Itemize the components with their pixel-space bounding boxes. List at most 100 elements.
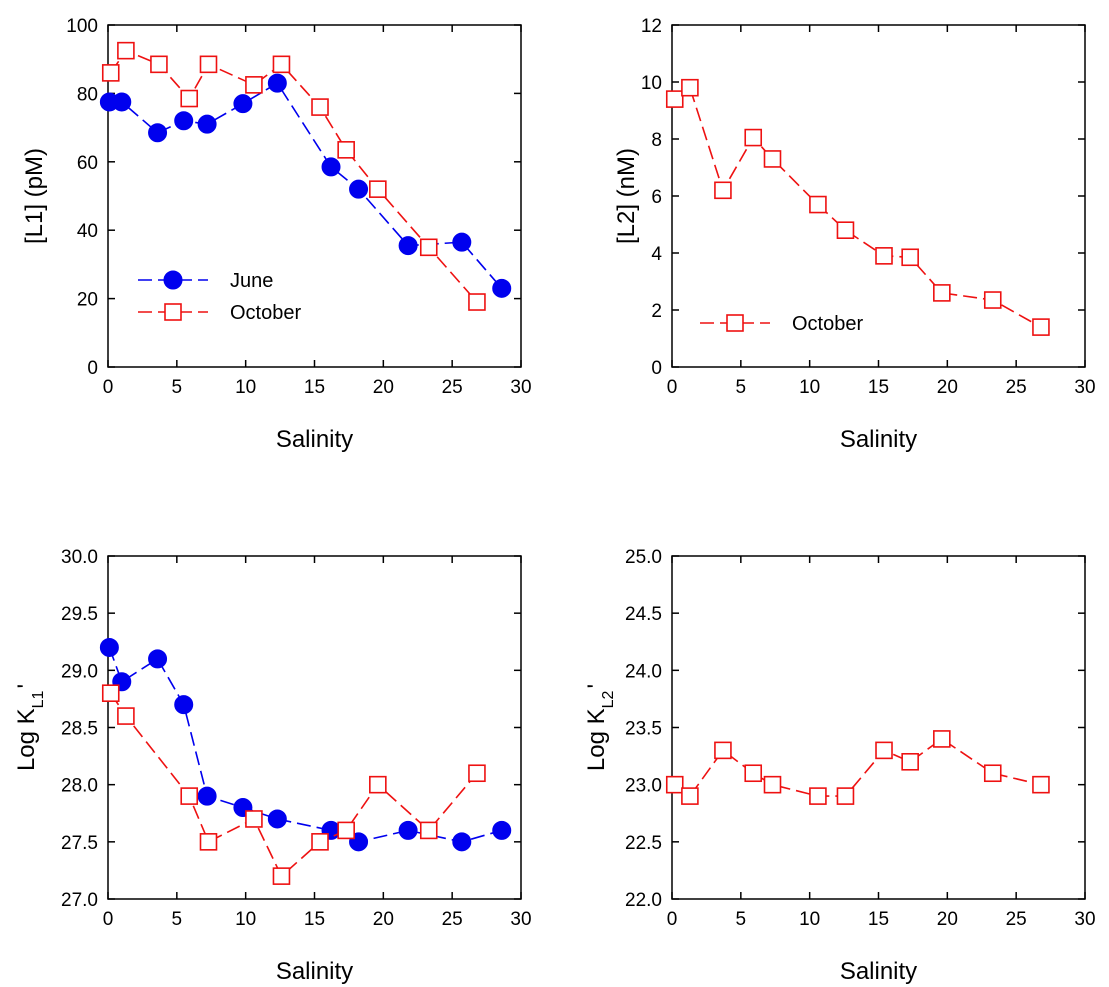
data-point <box>983 764 1002 783</box>
y-axis-label-prime: ' <box>13 684 40 689</box>
x-tick-label: 20 <box>937 377 958 398</box>
y-axis-label-subscript: L1 <box>30 690 47 708</box>
y-tick-label: 4 <box>651 244 662 265</box>
x-tick-label: 5 <box>736 909 747 930</box>
y-tick-label: 25.0 <box>625 547 662 568</box>
data-point <box>875 247 893 265</box>
x-tick-label: 15 <box>868 377 889 398</box>
data-point <box>112 92 132 112</box>
x-tick-label: 5 <box>736 377 747 398</box>
chart-panel-l2: 0 5 10 15 20 25 30 0 2 4 6 8 10 12 Salinity [L2] (nM) Oc… <box>613 16 1096 453</box>
y-tick-label: 23.5 <box>625 719 662 740</box>
series-line <box>110 49 478 303</box>
y-tick-label: 8 <box>651 130 662 151</box>
x-tick-label: 5 <box>172 377 183 398</box>
data-point <box>452 832 472 852</box>
data-point <box>468 293 486 311</box>
y-tick-label: 0 <box>651 358 662 379</box>
data-point <box>233 94 253 114</box>
data-point <box>245 810 263 828</box>
x-axis-label: Salinity <box>276 958 353 985</box>
data-point <box>117 41 135 60</box>
data-point <box>492 820 512 840</box>
y-tick-label: 40 <box>77 221 98 242</box>
data-point <box>809 195 827 214</box>
data-point <box>492 278 512 298</box>
data-point <box>148 123 168 143</box>
series-june <box>99 73 512 298</box>
legend-label: October <box>230 302 301 324</box>
series-line <box>674 86 1042 328</box>
y-tick-label: 24.0 <box>625 661 662 682</box>
x-axis-label: Salinity <box>276 426 353 453</box>
series-october <box>665 730 1050 805</box>
x-tick-label: 30 <box>1074 377 1095 398</box>
y-tick-label: 0 <box>87 358 98 379</box>
y-tick-label: 28.5 <box>61 719 98 740</box>
y-tick-label: 6 <box>651 187 662 208</box>
data-point <box>174 111 194 131</box>
series-line <box>109 82 503 289</box>
data-point <box>174 695 194 715</box>
x-axis-label: Salinity <box>840 426 917 453</box>
x-tick-label: 20 <box>937 909 958 930</box>
data-point <box>665 90 684 108</box>
data-point <box>245 76 263 94</box>
y-tick-label: 27.0 <box>61 890 98 911</box>
y-tick-label: 2 <box>651 301 662 322</box>
y-tick-label: 23.0 <box>625 776 662 797</box>
x-tick-label: 25 <box>442 377 463 398</box>
data-point <box>681 787 699 805</box>
y-tick-label: 30.0 <box>61 547 98 568</box>
x-tick-label: 10 <box>235 377 256 398</box>
data-point <box>150 55 168 74</box>
legend-marker <box>164 303 182 321</box>
y-tick-label: 10 <box>641 73 662 94</box>
data-point <box>398 820 418 840</box>
chart-panel-kl2: 0 5 10 15 20 25 30 22.0 22.5 23.0 23.5 24.0 24.5 25.0… <box>583 547 1096 985</box>
y-tick-label: 24.5 <box>625 604 662 625</box>
y-axis-label: [L1] (pM) <box>21 148 48 244</box>
data-point <box>101 64 120 82</box>
legend-label: October <box>792 313 863 335</box>
chart-panel-kl1: 0 5 10 15 20 25 30 27.0 27.5 28.0 28.5 29.0 29.5 30.0… <box>13 547 532 985</box>
data-point <box>272 55 291 74</box>
series-october <box>101 684 486 885</box>
y-tick-label: 29.5 <box>61 604 98 625</box>
data-point <box>744 764 763 783</box>
y-tick-label: 28.0 <box>61 776 98 797</box>
data-point <box>267 73 287 93</box>
y-tick-label: 20 <box>77 290 98 311</box>
data-point <box>714 181 732 200</box>
data-point <box>468 764 486 783</box>
x-tick-label: 10 <box>799 377 820 398</box>
legend-marker <box>726 314 744 332</box>
y-axis-label: [L2] (nM) <box>613 148 640 244</box>
x-tick-label: 20 <box>373 909 394 930</box>
data-point <box>369 180 387 198</box>
y-axis-label-main: [L1] (pM) <box>21 148 48 244</box>
data-point <box>180 787 199 805</box>
series-october <box>665 78 1050 336</box>
data-point <box>321 157 341 177</box>
x-tick-label: 20 <box>373 377 394 398</box>
y-tick-label: 12 <box>641 16 662 37</box>
data-point <box>199 833 218 851</box>
data-point <box>180 89 199 108</box>
data-point <box>272 867 291 885</box>
data-point <box>763 150 782 168</box>
y-axis-label-main: [L2] (nM) <box>613 148 640 244</box>
data-point <box>1032 775 1050 794</box>
data-point <box>311 98 329 116</box>
x-tick-label: 30 <box>510 909 531 930</box>
data-point <box>665 775 684 794</box>
series-october <box>101 41 486 311</box>
y-tick-label: 27.5 <box>61 833 98 854</box>
data-point <box>875 741 893 760</box>
data-point <box>101 684 120 703</box>
data-point <box>933 730 951 748</box>
x-tick-label: 15 <box>304 377 325 398</box>
data-point <box>452 232 472 252</box>
data-point <box>349 179 369 199</box>
y-axis-label-main: Log K <box>583 708 610 771</box>
